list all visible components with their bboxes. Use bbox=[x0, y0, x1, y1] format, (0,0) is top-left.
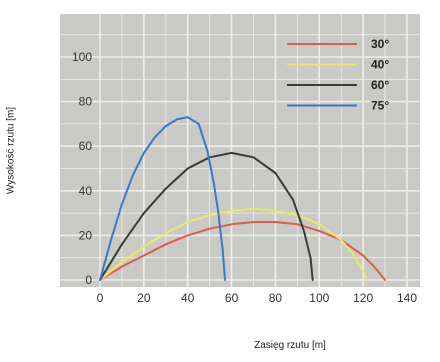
x-tick-label: 0 bbox=[97, 291, 104, 305]
grid bbox=[60, 14, 420, 287]
x-tick-label: 140 bbox=[397, 291, 417, 305]
x-tick-label: 40 bbox=[181, 291, 195, 305]
y-tick-label: 40 bbox=[79, 184, 93, 198]
y-axis-label: Wysokość rzutu [m] bbox=[5, 106, 17, 195]
x-axis-label: Zasięg rzutu [m] bbox=[254, 340, 326, 351]
series-line-30deg bbox=[99, 221, 387, 281]
plot-area bbox=[60, 14, 420, 287]
legend-label: 30° bbox=[371, 37, 389, 51]
x-tick-label: 80 bbox=[269, 291, 283, 305]
series-line-75deg bbox=[99, 116, 226, 281]
x-tick-label: 100 bbox=[309, 291, 329, 305]
y-tick-label: 80 bbox=[79, 95, 93, 109]
y-tick-label: 60 bbox=[79, 139, 93, 153]
y-tick-label: 20 bbox=[79, 228, 93, 242]
tick-labels: 0 20 40 60 80 100 120 140 0 20 40 60 80 100 bbox=[72, 50, 417, 305]
legend-label: 60° bbox=[371, 78, 389, 92]
series-line-60deg bbox=[99, 151, 314, 281]
legend-label: 75° bbox=[371, 99, 389, 113]
x-tick-label: 60 bbox=[225, 291, 239, 305]
legend: 30° 40° 60° 75° bbox=[287, 37, 389, 113]
y-tick-label: 0 bbox=[85, 273, 92, 287]
series-line-40deg bbox=[99, 207, 369, 281]
x-tick-label: 20 bbox=[137, 291, 151, 305]
series-lines bbox=[99, 116, 387, 281]
legend-label: 40° bbox=[371, 58, 389, 72]
x-tick-label: 120 bbox=[353, 291, 373, 305]
y-tick-label: 100 bbox=[72, 50, 92, 64]
